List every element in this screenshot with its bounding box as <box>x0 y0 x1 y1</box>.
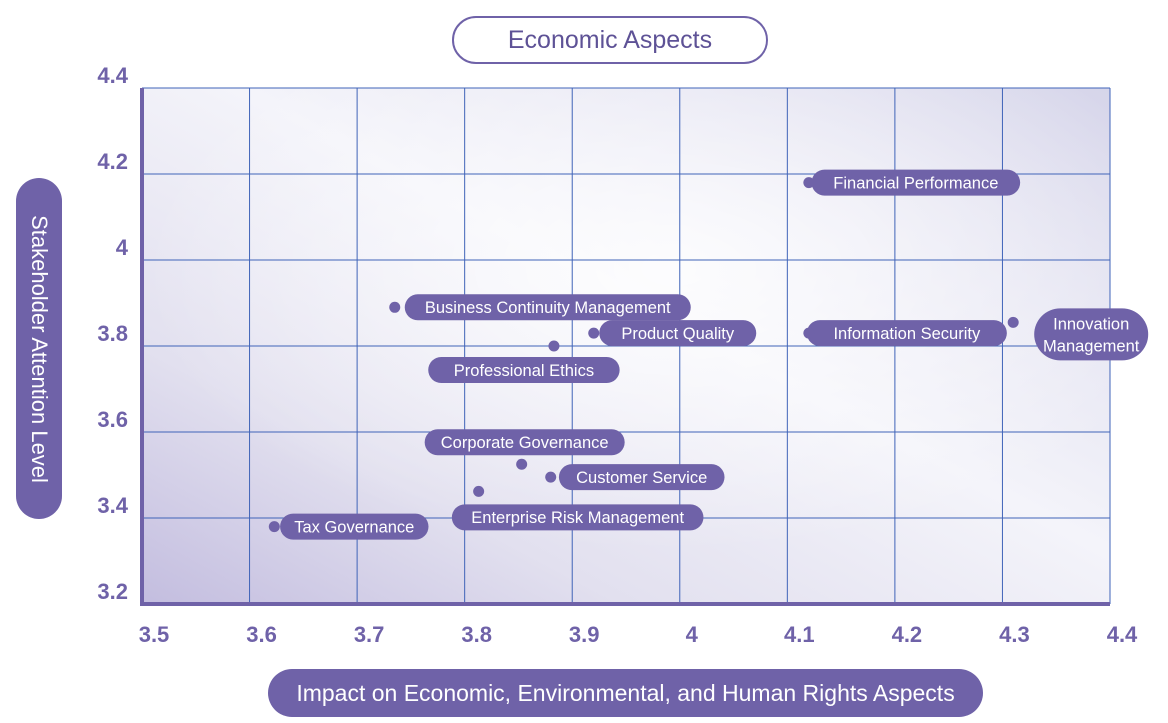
point-label: Corporate Governance <box>441 434 609 452</box>
point-label: Financial Performance <box>833 174 998 192</box>
point-label-pill <box>558 464 725 491</box>
y-tick-label: 3.4 <box>97 493 128 518</box>
point-label: Customer Service <box>576 469 707 487</box>
x-tick-label: 4.3 <box>999 622 1030 647</box>
data-point <box>803 327 815 339</box>
point-label: Enterprise Risk Management <box>471 509 684 527</box>
data-point <box>1007 316 1019 328</box>
point-label-pill <box>428 357 620 383</box>
x-axis-label: Impact on Economic, Environmental, and H… <box>268 669 983 717</box>
x-tick-label: 3.6 <box>246 622 277 647</box>
x-tick-label: 3.8 <box>461 622 492 647</box>
point-label: Information Security <box>833 325 980 343</box>
point-label: Tax Governance <box>294 518 414 536</box>
y-axis-label-pill <box>16 178 62 519</box>
point-label-pill <box>280 513 429 540</box>
x-tick-label: 4.1 <box>784 622 815 647</box>
data-point <box>268 521 280 533</box>
point-label-pill <box>806 320 1007 347</box>
x-tick-label: 3.5 <box>139 622 170 647</box>
y-tick-label: 3.2 <box>97 579 128 604</box>
point-label-pill <box>811 169 1021 196</box>
point-label: Product Quality <box>621 325 735 343</box>
data-point <box>473 485 485 497</box>
chart-title: Economic Aspects <box>452 16 768 64</box>
y-tick-label: 4.2 <box>97 149 128 174</box>
point-label: Professional Ethics <box>454 362 594 380</box>
point-label: Innovation Management <box>1043 315 1140 355</box>
point-label-pill <box>404 294 691 321</box>
data-points: Financial Performance Business Continuity… <box>268 169 1149 540</box>
y-tick-label: 3.6 <box>97 407 128 432</box>
x-tick-label: 4.4 <box>1107 622 1138 647</box>
data-point <box>588 327 600 339</box>
data-point <box>803 177 815 189</box>
y-tick-label: 4 <box>116 235 129 260</box>
y-tick-label: 3.8 <box>97 321 128 346</box>
x-tick-label: 4.2 <box>892 622 923 647</box>
x-tick-label: 4 <box>686 622 699 647</box>
data-point <box>545 471 557 483</box>
data-point <box>548 340 560 352</box>
data-point <box>389 301 401 313</box>
y-tick-label: 4.4 <box>97 63 128 88</box>
tick-labels: 3.5 3.6 3.7 3.8 3.9 4 4.1 4.2 4.3 4.4 3.2 3.4 3.6 3.8… <box>97 63 1138 647</box>
point-label-pill <box>599 320 757 347</box>
x-tick-label: 3.7 <box>354 622 385 647</box>
point-label-pill <box>1034 308 1149 361</box>
axes <box>140 88 1110 606</box>
x-tick-label: 3.9 <box>569 622 600 647</box>
point-label-pill <box>424 429 625 456</box>
data-point <box>516 458 528 470</box>
point-label-pill <box>451 504 704 531</box>
point-label: Business Continuity Management <box>425 299 671 317</box>
